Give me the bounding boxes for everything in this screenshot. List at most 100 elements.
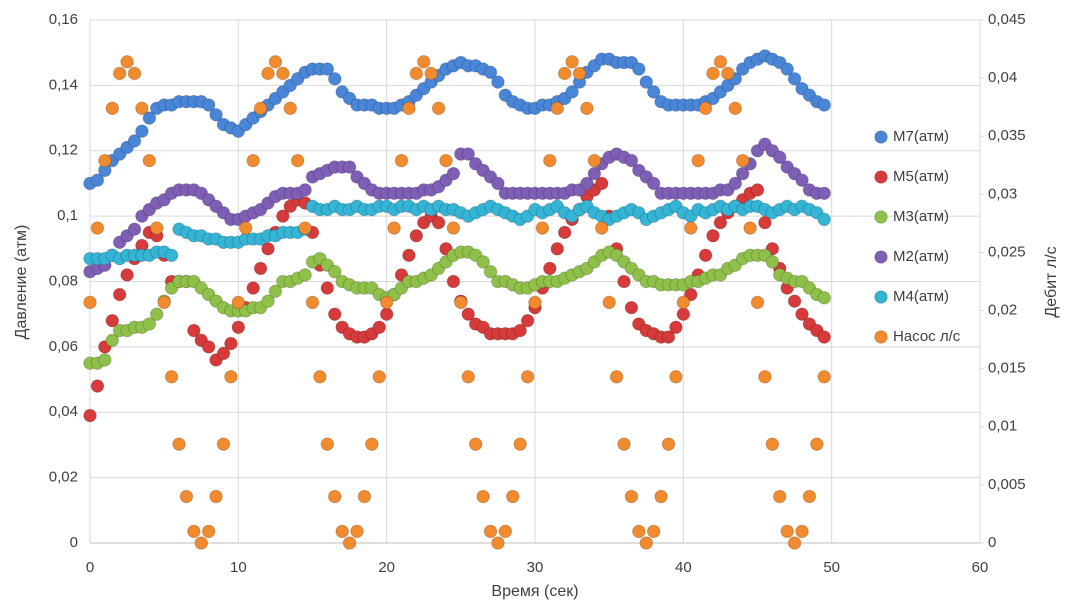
y2-tick-label: 0,015: [988, 360, 1026, 377]
data-point: [90, 379, 105, 393]
data-point: [164, 370, 179, 384]
data-point: [142, 153, 157, 168]
y-tick-label: 0,02: [49, 469, 78, 486]
data-point: [565, 55, 579, 69]
legend-label: M4(атм): [893, 288, 949, 305]
data-point: [543, 153, 557, 168]
data-point: [683, 287, 698, 302]
legend-label: Насос л/с: [893, 328, 961, 345]
data-point: [817, 330, 832, 344]
x-tick-label: 10: [230, 559, 247, 576]
data-point: [394, 153, 409, 168]
data-point: [179, 489, 194, 504]
data-point: [810, 437, 824, 452]
data-point: [327, 72, 342, 86]
data-point: [83, 295, 97, 310]
data-point: [535, 221, 550, 235]
x-tick-label: 30: [527, 559, 544, 576]
data-point: [431, 101, 446, 116]
data-point: [817, 370, 832, 384]
data-point: [83, 408, 97, 423]
data-point: [350, 524, 364, 539]
data-point: [105, 333, 120, 348]
data-point: [276, 209, 290, 223]
data-point: [157, 295, 171, 310]
data-point: [327, 307, 342, 321]
data-point: [231, 320, 246, 335]
data-point: [513, 323, 527, 338]
data-point: [127, 222, 142, 236]
data-point: [735, 166, 750, 181]
data-point: [721, 66, 735, 81]
data-point: [691, 153, 705, 168]
data-point: [646, 176, 661, 191]
data-point: [461, 307, 476, 321]
data-point: [187, 524, 201, 539]
data-point: [238, 221, 253, 235]
data-point: [594, 221, 609, 235]
data-point: [253, 261, 268, 276]
data-point: [706, 66, 720, 81]
data-point: [305, 295, 320, 310]
data-point: [468, 437, 483, 452]
data-point: [646, 85, 661, 99]
data-point: [268, 55, 283, 69]
data-point: [313, 370, 327, 384]
data-point: [194, 536, 209, 550]
data-point: [661, 330, 676, 344]
data-point: [580, 176, 594, 191]
data-point: [772, 489, 787, 504]
data-point: [357, 489, 372, 504]
data-point: [498, 524, 513, 539]
data-point: [201, 524, 216, 539]
data-point: [728, 176, 743, 191]
y-axis-title: Давление (атм): [13, 225, 30, 340]
data-point: [520, 313, 535, 328]
data-point: [320, 62, 335, 76]
data-point: [379, 307, 394, 321]
data-point: [105, 101, 120, 116]
y-tick-label: 0,06: [49, 338, 78, 355]
y2-tick-label: 0,025: [988, 243, 1026, 260]
data-point: [127, 134, 142, 148]
data-point: [491, 536, 505, 550]
data-point: [120, 268, 134, 282]
data-point: [639, 75, 654, 89]
y-tick-label: 0: [70, 534, 78, 551]
data-point: [743, 221, 757, 235]
data-point: [246, 281, 260, 295]
data-point: [758, 215, 772, 230]
y-tick-label: 0,1: [57, 207, 78, 224]
legend-marker: [874, 290, 888, 304]
data-point: [424, 66, 438, 81]
data-point: [683, 221, 698, 235]
data-point: [342, 160, 357, 174]
data-point: [557, 66, 572, 81]
data-point: [187, 323, 201, 338]
data-point: [483, 524, 498, 539]
data-point: [520, 370, 535, 384]
data-point: [446, 274, 461, 289]
data-point: [231, 295, 246, 310]
x-tick-label: 0: [86, 559, 94, 576]
data-point: [624, 300, 639, 315]
data-point: [90, 173, 105, 187]
data-point: [550, 242, 565, 256]
data-point: [224, 336, 238, 351]
data-point: [787, 536, 802, 550]
data-point: [149, 307, 164, 321]
y2-tick-label: 0,045: [988, 11, 1026, 28]
data-point: [698, 101, 713, 116]
data-point: [617, 274, 631, 289]
data-point: [461, 147, 476, 161]
data-point: [735, 153, 750, 168]
data-point: [209, 107, 223, 122]
data-point: [795, 173, 809, 187]
data-point: [639, 536, 654, 550]
data-point: [572, 66, 587, 81]
data-point: [602, 295, 616, 310]
data-point: [528, 295, 542, 310]
legend-label: M2(атм): [893, 248, 949, 265]
data-point: [105, 313, 120, 328]
data-point: [669, 370, 683, 384]
